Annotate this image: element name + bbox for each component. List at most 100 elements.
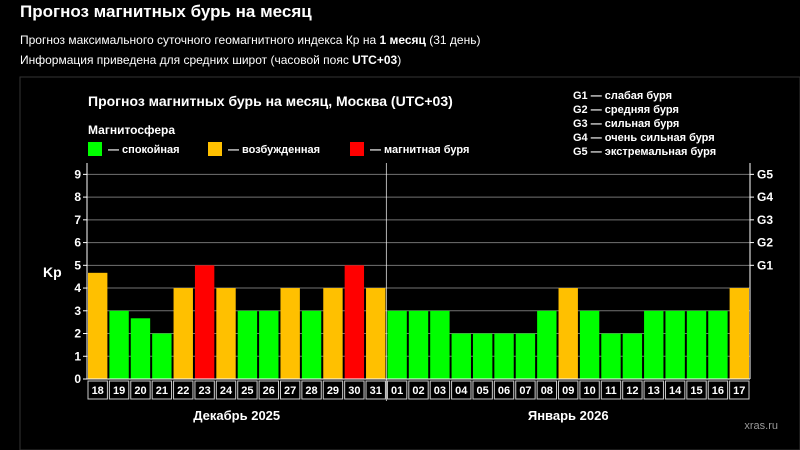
day-box (108, 380, 130, 400)
storm-legend-g3: G3 — сильная буря (573, 118, 679, 130)
bar-06 (494, 333, 514, 379)
x-tick-label-03: 03 (434, 385, 446, 397)
legend: — спокойная — возбужденная — магнитная бур… (88, 142, 469, 156)
x-tick-label-28: 28 (305, 385, 317, 397)
legend-label-calm: — спокойная (108, 144, 180, 156)
x-tick-label-31: 31 (370, 385, 382, 397)
y-tick-label-9: 9 (74, 167, 81, 181)
x-tick-label-27: 27 (284, 385, 296, 397)
day-box (215, 380, 237, 400)
bar-04 (451, 333, 471, 379)
bar-14 (665, 310, 685, 379)
legend-label-storm: — магнитная буря (370, 144, 469, 156)
x-tick-label-10: 10 (583, 385, 595, 397)
x-tick-label-05: 05 (477, 385, 489, 397)
x-tick-label-01: 01 (391, 385, 403, 397)
x-tick-label-13: 13 (648, 385, 660, 397)
x-tick-label-07: 07 (519, 385, 531, 397)
month-label-0: Декабрь 2025 (193, 408, 280, 423)
bar-16 (708, 310, 728, 379)
bar-25 (237, 310, 258, 379)
right-label-g5: G5 (757, 167, 773, 181)
y-tick-label-3: 3 (74, 304, 81, 318)
day-box (643, 380, 664, 400)
forecast-description: Прогноз максимального суточного геомагни… (20, 33, 480, 47)
bar-30 (344, 265, 365, 379)
bar-22 (173, 288, 193, 379)
storm-legend-g1: G1 — слабая буря (573, 90, 672, 102)
info1-period: 1 месяц (379, 33, 426, 47)
x-tick-label-24: 24 (220, 385, 233, 397)
day-box (686, 380, 707, 400)
bar-11 (601, 333, 621, 379)
x-tick-label-09: 09 (562, 385, 574, 397)
x-tick-label-25: 25 (241, 385, 253, 397)
info1-days: (31 день) (425, 33, 481, 47)
day-box (151, 380, 173, 400)
y-tick-label-1: 1 (74, 349, 81, 363)
day-box (322, 380, 344, 400)
watermark: xras.ru (744, 420, 778, 432)
bar-10 (579, 310, 600, 379)
bar-12 (622, 333, 643, 379)
x-tick-label-02: 02 (412, 385, 424, 397)
x-tick-label-14: 14 (669, 385, 682, 397)
storm-legend-g4: G4 — очень сильная буря (573, 132, 715, 144)
x-tick-label-15: 15 (690, 385, 702, 397)
x-tick-label-29: 29 (327, 385, 339, 397)
day-box (579, 380, 600, 400)
bar-31 (366, 288, 386, 379)
day-box (429, 380, 451, 400)
day-box (237, 380, 258, 400)
info2-timezone: UTC+03 (352, 53, 398, 67)
right-label-g1: G1 (757, 258, 773, 272)
x-tick-label-18: 18 (92, 385, 104, 397)
x-tick-label-21: 21 (156, 385, 168, 397)
right-label-g4: G4 (757, 190, 773, 204)
x-tick-label-17: 17 (733, 385, 745, 397)
day-box (622, 380, 643, 400)
bar-28 (301, 310, 322, 379)
bar-26 (259, 310, 279, 379)
day-box (664, 380, 686, 400)
bar-19 (109, 310, 129, 379)
info2-end: ) (397, 53, 402, 67)
day-box (729, 380, 750, 400)
right-label-g3: G3 (757, 213, 773, 227)
bar-27 (280, 288, 300, 379)
bar-21 (152, 333, 172, 379)
x-tick-label-06: 06 (498, 385, 510, 397)
bar-02 (408, 310, 429, 379)
bar-07 (515, 333, 536, 379)
info2-text: Информация приведена для средних широт (… (20, 53, 353, 67)
day-box (194, 380, 215, 400)
x-tick-label-20: 20 (134, 385, 146, 397)
bar-01 (387, 310, 407, 379)
bar-29 (323, 288, 343, 379)
x-tick-label-19: 19 (113, 385, 125, 397)
x-tick-label-22: 22 (177, 385, 189, 397)
y-tick-label-0: 0 (74, 372, 81, 386)
y-axis-label: Kp (43, 264, 62, 280)
right-label-g2: G2 (757, 236, 773, 250)
storm-legend-g5: G5 — экстремальная буря (573, 146, 716, 158)
legend-swatch-storm (350, 142, 364, 156)
x-tick-label-11: 11 (605, 385, 617, 397)
timezone-description: Информация приведена для средних широт (… (20, 53, 401, 67)
legend-swatch-excited (208, 142, 222, 156)
x-tick-label-30: 30 (348, 385, 360, 397)
bar-08 (537, 310, 557, 379)
chart-title: Прогноз магнитных бурь на месяц, Москва … (88, 93, 453, 109)
day-box (279, 380, 301, 400)
day-box (301, 380, 322, 400)
x-tick-label-23: 23 (199, 385, 211, 397)
day-box (386, 380, 408, 400)
y-tick-label-7: 7 (74, 213, 81, 227)
y-tick-label-8: 8 (74, 190, 81, 204)
day-box (515, 380, 536, 400)
bar-15 (686, 310, 707, 379)
x-tick-label-26: 26 (263, 385, 275, 397)
day-box (87, 380, 108, 400)
